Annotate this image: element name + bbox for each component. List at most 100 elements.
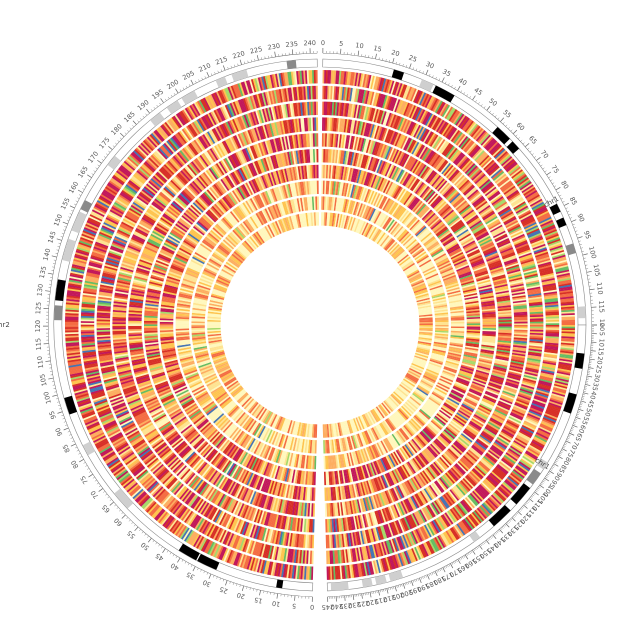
heat-cell bbox=[419, 544, 428, 558]
heat-cell bbox=[451, 254, 465, 263]
heat-cell bbox=[321, 133, 324, 147]
heat-cell bbox=[495, 288, 509, 294]
heat-cell bbox=[498, 323, 512, 326]
heat-cell bbox=[459, 116, 469, 129]
heat-cell bbox=[440, 122, 449, 135]
heat-cell bbox=[403, 236, 415, 248]
heat-cell bbox=[545, 233, 559, 241]
heat-cell bbox=[482, 316, 496, 320]
heat-cell bbox=[344, 135, 349, 149]
heat-cell bbox=[437, 516, 447, 530]
heat-cell bbox=[453, 506, 464, 518]
heat-cell bbox=[477, 177, 490, 188]
heat-cell bbox=[497, 241, 511, 249]
heat-cell bbox=[561, 319, 575, 322]
heat-cell bbox=[413, 161, 423, 175]
heat-cell bbox=[515, 174, 528, 184]
heat-cell bbox=[504, 217, 517, 226]
heat-cell bbox=[368, 140, 375, 154]
heat-cell bbox=[450, 194, 462, 205]
heat-cell bbox=[433, 300, 447, 305]
heat-cell bbox=[337, 213, 342, 228]
heat-cell bbox=[371, 92, 377, 106]
heat-cell bbox=[381, 541, 387, 556]
heat-cell bbox=[328, 566, 331, 580]
heat-cell bbox=[507, 475, 520, 486]
heat-cell bbox=[415, 546, 423, 560]
heat-cell bbox=[537, 261, 552, 267]
heat-cell bbox=[429, 134, 439, 147]
heat-cell bbox=[429, 245, 442, 254]
heat-cell bbox=[406, 532, 414, 546]
heat-cell bbox=[382, 198, 391, 211]
heat-cell bbox=[452, 130, 462, 143]
heat-cell bbox=[415, 294, 430, 300]
heat-cell bbox=[419, 146, 429, 160]
heat-cell bbox=[402, 262, 416, 272]
heat-cell bbox=[418, 309, 432, 313]
heat-cell bbox=[501, 251, 515, 259]
heat-cell bbox=[416, 126, 424, 140]
heat-cell bbox=[322, 85, 325, 100]
heat-cell bbox=[501, 482, 514, 493]
heat-cell bbox=[460, 278, 474, 285]
heat-cell bbox=[504, 424, 517, 433]
heat-cell bbox=[441, 533, 450, 546]
heat-cell bbox=[461, 281, 475, 288]
heat-cell bbox=[475, 273, 489, 279]
heat-cell bbox=[489, 167, 502, 178]
heat-cell bbox=[441, 208, 453, 219]
heat-cell bbox=[349, 168, 354, 182]
heat-cell bbox=[351, 548, 356, 562]
heat-cell bbox=[368, 545, 374, 559]
heat-cell bbox=[478, 154, 490, 166]
heat-cell bbox=[344, 87, 348, 101]
heat-cell bbox=[379, 144, 386, 158]
heat-cell bbox=[435, 256, 448, 264]
heat-cell bbox=[377, 143, 384, 157]
heat-cell bbox=[422, 111, 430, 125]
heat-cell bbox=[403, 174, 412, 187]
heat-cell bbox=[535, 432, 549, 440]
heat-cell bbox=[493, 232, 507, 240]
heat-cell bbox=[511, 198, 524, 208]
heat-cell bbox=[499, 485, 511, 496]
heat-cell bbox=[543, 353, 558, 358]
heat-cell bbox=[362, 223, 370, 236]
heat-cell bbox=[472, 264, 486, 271]
heat-cell bbox=[445, 213, 458, 224]
heat-cell bbox=[382, 541, 389, 555]
heat-cell bbox=[496, 176, 509, 187]
heat-cell bbox=[477, 485, 489, 497]
heat-cell bbox=[507, 272, 522, 278]
heat-cell bbox=[375, 231, 385, 244]
heat-cell bbox=[501, 428, 515, 437]
heat-cell bbox=[472, 225, 486, 235]
heat-cell bbox=[479, 206, 492, 216]
heat-cell bbox=[417, 303, 432, 308]
heat-cell bbox=[547, 238, 561, 245]
heat-cell bbox=[369, 174, 376, 188]
heat-cell bbox=[496, 295, 510, 300]
heat-cell bbox=[546, 406, 560, 414]
heat-cell bbox=[473, 198, 486, 208]
heat-cell bbox=[375, 93, 382, 107]
heat-cell bbox=[474, 173, 486, 185]
heat-cell bbox=[461, 237, 474, 246]
heat-cell bbox=[443, 277, 458, 284]
heat-cell bbox=[403, 534, 411, 548]
heat-cell bbox=[411, 141, 420, 155]
heat-cell bbox=[339, 166, 343, 180]
heat-cell bbox=[386, 182, 395, 196]
heat-cell bbox=[449, 148, 459, 161]
heat-cell bbox=[339, 150, 344, 164]
heat-cell bbox=[509, 413, 523, 421]
heat-cell bbox=[470, 221, 483, 231]
heat-cell bbox=[478, 205, 491, 215]
heat-cell bbox=[449, 305, 464, 310]
heat-cell bbox=[529, 328, 544, 331]
heat-cell bbox=[523, 421, 537, 430]
heat-cell bbox=[450, 307, 464, 311]
heat-cell bbox=[429, 115, 438, 129]
heat-cell bbox=[560, 341, 575, 344]
